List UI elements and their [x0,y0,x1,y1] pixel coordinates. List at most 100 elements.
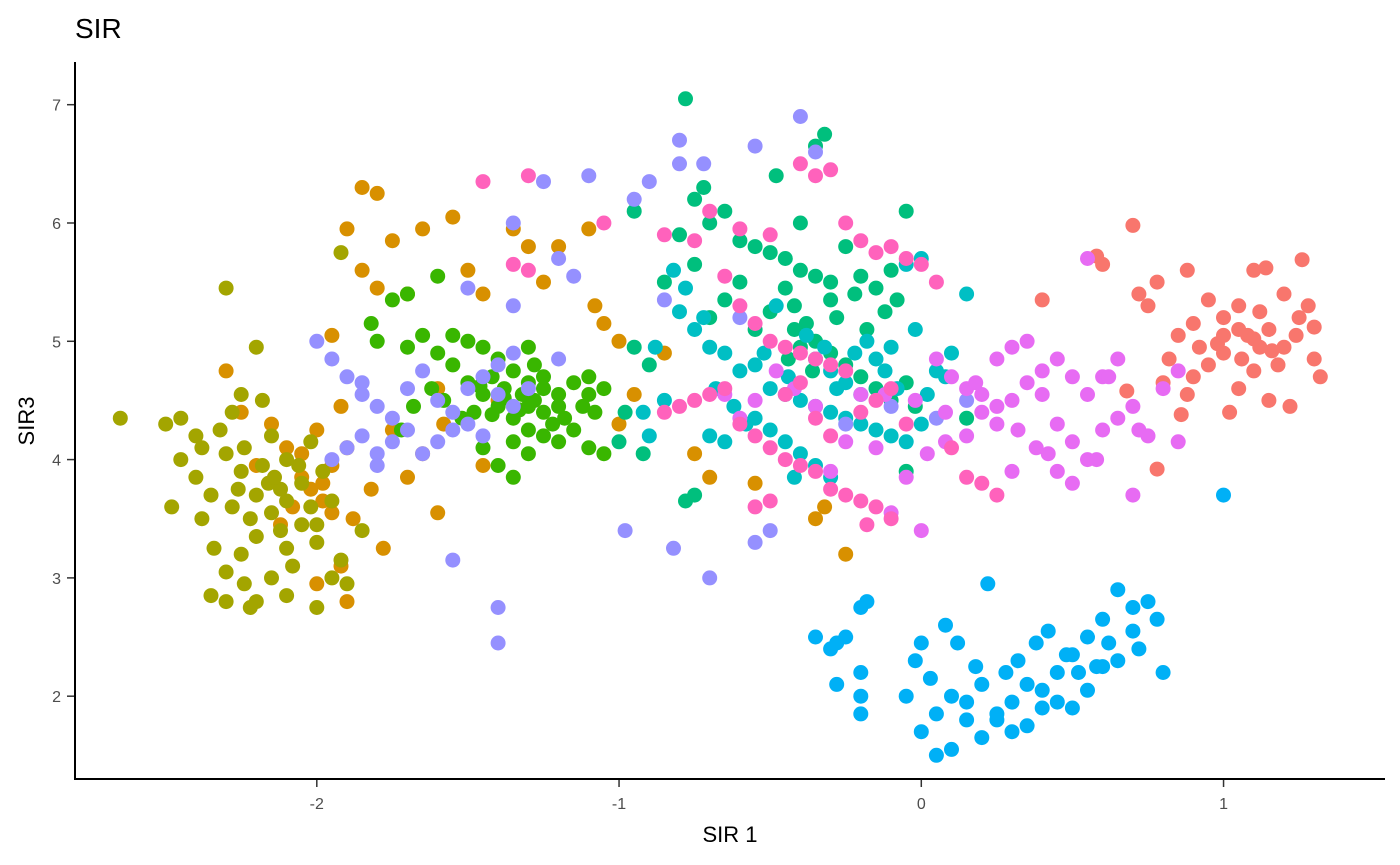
data-point [233,463,249,479]
data-point [989,487,1005,503]
data-point [324,452,340,468]
data-point [1306,319,1322,335]
data-point [1200,292,1216,308]
data-point [877,304,893,320]
data-point [294,475,310,491]
data-point [475,428,491,444]
data-point [792,215,808,231]
data-point [333,245,349,261]
data-point [369,458,385,473]
data-point [279,540,295,556]
data-point [974,676,990,692]
data-point [777,339,793,355]
data-point [273,523,288,539]
data-point [315,475,331,491]
data-point [505,434,521,450]
data-point [1064,700,1080,716]
data-point [611,416,627,432]
data-point [445,404,461,420]
data-point [1294,252,1310,268]
data-point [430,345,446,361]
data-point [1019,676,1035,692]
data-point [732,416,748,432]
data-point [777,251,793,266]
data-point [732,310,748,326]
data-point [959,694,975,710]
x-tick-label: 0 [917,796,926,813]
data-point [838,434,854,450]
data-point [587,404,603,420]
data-point [959,469,975,485]
data-point [696,180,712,195]
data-point [1125,623,1141,639]
data-point [989,416,1005,432]
data-point [777,434,793,450]
data-point [687,233,703,249]
data-point [762,245,778,261]
data-point [938,404,953,420]
data-point [913,523,929,539]
data-point [859,322,875,337]
data-point [354,375,370,391]
data-point [233,546,249,562]
data-point [1252,304,1268,320]
data-point [369,446,385,462]
data-point [898,251,914,266]
data-point [1071,665,1086,680]
data-point [823,292,839,308]
chart-title: SIR [75,13,122,44]
data-point [557,410,573,426]
data-point [536,404,551,420]
data-point [324,351,340,367]
data-point [1040,623,1056,639]
data-point [248,339,264,355]
data-point [883,339,899,355]
data-point [1095,611,1111,627]
data-point [747,534,763,550]
data-point [656,227,672,243]
data-point [242,511,258,527]
data-point [974,404,990,420]
data-point [164,499,180,515]
data-point [808,168,823,184]
data-point [248,529,264,544]
data-point [944,688,959,704]
data-point [460,381,476,397]
data-point [702,215,718,231]
data-point [1049,463,1065,479]
data-point [792,392,808,408]
data-point [687,446,703,462]
data-point [1004,724,1020,740]
data-point [1170,327,1186,343]
data-point [203,487,219,503]
data-point [1064,434,1080,450]
data-point [792,446,808,462]
data-point [581,221,597,237]
data-point [786,469,802,485]
data-point [792,458,808,473]
data-point [369,280,385,296]
data-point [369,398,385,414]
data-point [475,174,491,190]
data-point [369,185,385,201]
data-point [430,392,446,408]
data-point [1131,641,1147,657]
data-point [1019,375,1035,391]
data-point [762,523,778,539]
data-point [1058,647,1074,663]
data-point [445,209,461,225]
data-point [309,600,325,615]
data-point [505,215,521,231]
data-point [768,363,784,379]
data-point [430,434,446,450]
data-point [1131,422,1147,438]
data-point [1028,440,1044,456]
data-point [1234,351,1250,367]
data-point [847,345,863,361]
data-point [224,499,240,515]
data-point [687,322,703,337]
data-point [968,375,984,391]
data-point [309,333,325,349]
data-point [747,475,763,491]
data-point [859,594,875,610]
